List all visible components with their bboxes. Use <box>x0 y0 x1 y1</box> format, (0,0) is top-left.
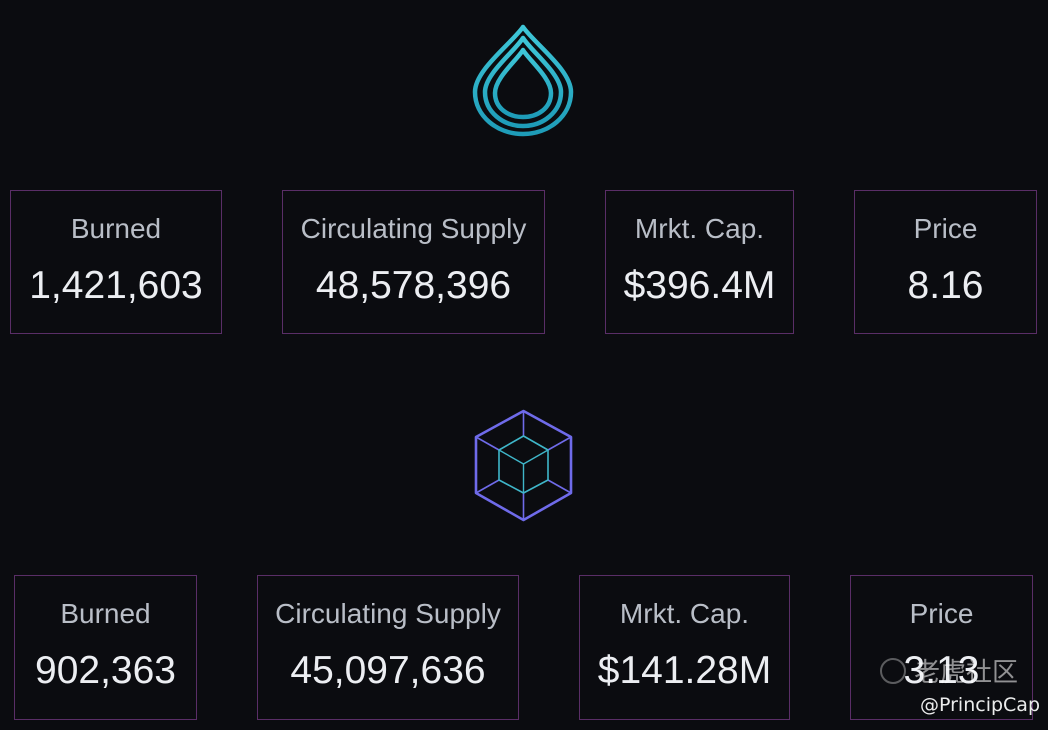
stat-label: Mrkt. Cap. <box>634 213 765 244</box>
stat-value: 902,363 <box>35 649 176 692</box>
stat-card-price: Price 3.13 <box>850 575 1033 720</box>
stat-card-circulating-supply: Circulating Supply 48,578,396 <box>282 190 545 334</box>
stat-card-burned: Burned 902,363 <box>14 575 197 720</box>
tiger-logo-icon <box>880 657 906 684</box>
stat-value: $141.28M <box>597 649 772 692</box>
stat-card-price: Price 8.16 <box>854 190 1037 334</box>
stat-value: 3.13 <box>903 649 980 692</box>
stat-value: 1,421,603 <box>29 264 203 307</box>
stat-label: Burned <box>60 598 151 629</box>
stat-label: Circulating Supply <box>300 213 527 244</box>
stat-label: Burned <box>70 213 162 244</box>
watermark-community: 老虎社区 <box>880 652 1018 689</box>
stat-card-market-cap: Mrkt. Cap. $141.28M <box>579 575 790 720</box>
stat-label: Circulating Supply <box>275 598 501 629</box>
cube-logo-icon <box>474 409 573 522</box>
watermark-community-text: 老虎社区 <box>914 658 1019 688</box>
drop-logo-icon <box>472 24 574 137</box>
stat-label: Mrkt. Cap. <box>619 598 750 629</box>
stat-card-market-cap: Mrkt. Cap. $396.4M <box>605 190 794 334</box>
watermark-handle: @PrincipCap <box>920 694 1041 716</box>
stat-card-circulating-supply: Circulating Supply 45,097,636 <box>257 575 519 720</box>
stat-value: $396.4M <box>623 264 776 307</box>
stat-value: 8.16 <box>907 264 984 307</box>
stat-label: Price <box>913 213 978 244</box>
stat-value: 45,097,636 <box>290 649 486 692</box>
stat-label: Price <box>909 598 974 629</box>
stat-card-burned: Burned 1,421,603 <box>10 190 222 334</box>
stat-value: 48,578,396 <box>315 264 512 307</box>
